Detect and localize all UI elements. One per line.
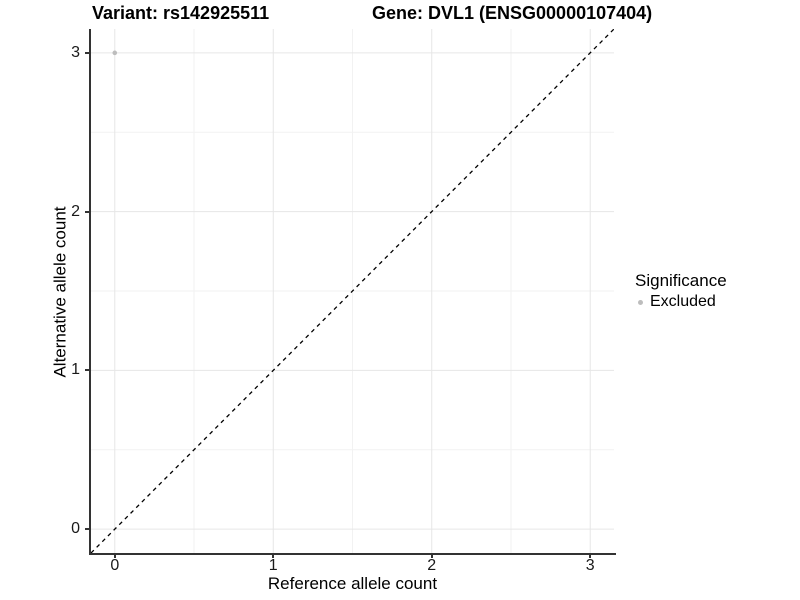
legend-title: Significance bbox=[635, 271, 727, 290]
x-tick-label-0: 0 bbox=[110, 557, 120, 574]
y-tick-label-0: 0 bbox=[71, 520, 80, 538]
x-tick-mark-2 bbox=[430, 553, 433, 558]
x-axis-line bbox=[89, 553, 616, 555]
identity-reference-line bbox=[91, 29, 614, 553]
y-tick-label-2: 2 bbox=[71, 202, 80, 220]
legend: Significance Excluded bbox=[628, 271, 798, 311]
legend-item-excluded: Excluded bbox=[628, 293, 798, 311]
plot-title-variant: Variant: rs142925511 bbox=[92, 3, 270, 23]
plot-canvas bbox=[91, 29, 614, 553]
x-tick-mark-1 bbox=[272, 553, 275, 558]
x-axis-title: Reference allele count bbox=[267, 574, 438, 593]
plot-title-gene: Gene: DVL1 (ENSG00000107404) bbox=[372, 3, 653, 23]
y-tick-mark-0 bbox=[85, 528, 90, 531]
legend-marker-excluded-icon bbox=[638, 299, 643, 305]
x-tick-label-1: 1 bbox=[268, 557, 278, 574]
x-tick-mark-0 bbox=[113, 553, 116, 558]
data-point-excluded bbox=[112, 50, 118, 56]
legend-label-excluded: Excluded bbox=[650, 293, 716, 310]
y-tick-mark-3 bbox=[85, 51, 90, 54]
y-axis-line bbox=[89, 29, 91, 555]
y-tick-mark-1 bbox=[85, 369, 90, 372]
x-tick-label-3: 3 bbox=[585, 557, 595, 574]
x-tick-label-2: 2 bbox=[427, 557, 437, 574]
plot-panel bbox=[91, 29, 614, 553]
y-tick-label-1: 1 bbox=[71, 361, 80, 379]
x-tick-mark-3 bbox=[589, 553, 592, 558]
y-axis-title: Alternative allele count bbox=[50, 206, 70, 378]
y-tick-label-3: 3 bbox=[71, 43, 80, 61]
y-tick-mark-2 bbox=[85, 210, 90, 213]
